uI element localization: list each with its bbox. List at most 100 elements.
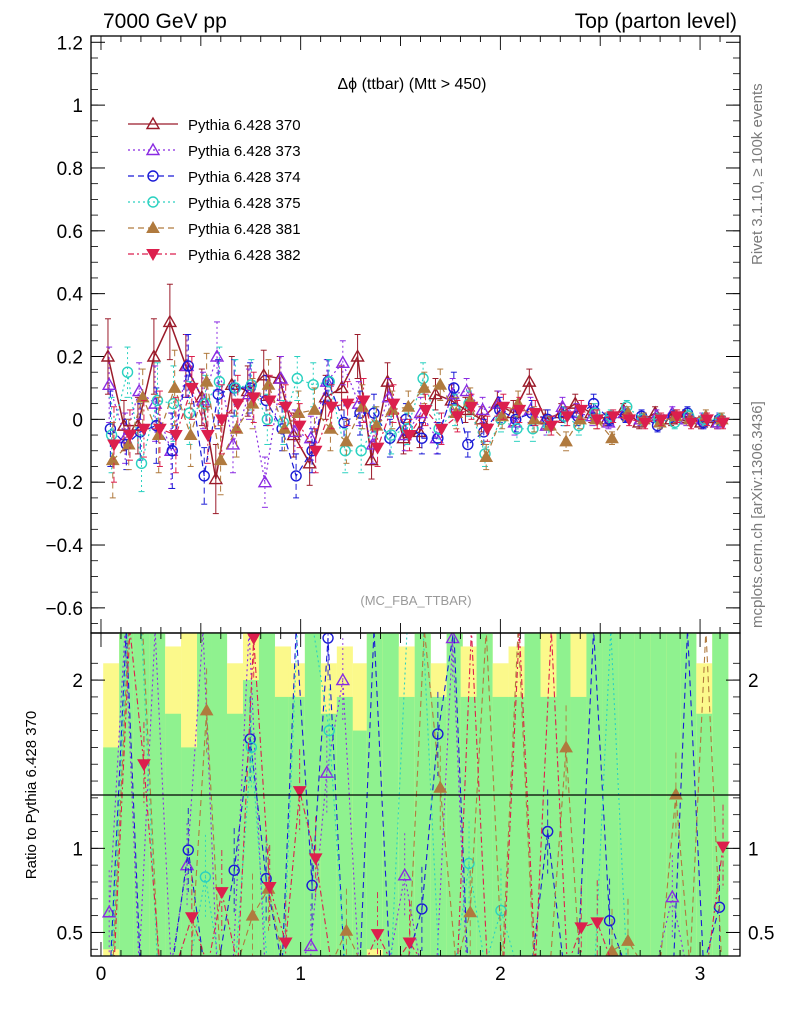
data-point <box>308 445 323 458</box>
ratio-point <box>621 933 635 946</box>
legend-label: Pythia 6.428 382 <box>188 247 301 264</box>
data-point <box>135 457 148 470</box>
data-point <box>291 406 306 419</box>
data-point <box>198 470 210 482</box>
data-point <box>450 411 465 424</box>
green-band-bin <box>382 633 399 956</box>
data-point <box>169 430 183 443</box>
data-point <box>307 379 319 391</box>
ratio-y-tick-label: 2 <box>72 671 83 692</box>
data-point <box>200 430 215 443</box>
ratio-point <box>574 922 589 935</box>
main-y-axis: −0.6 −0.4 −0.2 0 0.2 0.4 0.6 0.8 1 1.2 <box>45 33 740 633</box>
data-point <box>183 428 198 441</box>
ratio-y-tick-label: 1 <box>72 839 83 860</box>
green-band-bin <box>226 713 244 956</box>
ratio-plot-panel: 0.5 0.5 1 1 2 2 0 1 2 3 Ratio to Pythia 6.428 370 <box>23 632 774 985</box>
main-plot-panel: −0.6 −0.4 −0.2 0 0.2 0.4 0.6 0.8 1 1.2 Δϕ (ttbar)… <box>45 33 741 634</box>
green-band-bin <box>274 696 291 956</box>
data-point <box>369 418 384 431</box>
data-point <box>184 382 199 395</box>
data-point <box>292 420 307 433</box>
data-point <box>479 450 494 463</box>
ratio-point <box>541 825 554 838</box>
legend-marker <box>147 170 159 182</box>
ratio-point <box>665 889 680 903</box>
ratio-series-382 <box>113 633 730 956</box>
ratio-point <box>199 703 214 716</box>
data-point <box>135 390 150 403</box>
ratio-point <box>463 905 478 918</box>
data-point <box>364 452 379 466</box>
ratio-series-layer <box>101 633 730 956</box>
green-band-bin <box>103 747 120 950</box>
data-point <box>183 407 196 419</box>
ratio-series-373 <box>101 633 685 956</box>
ratio-point <box>245 741 258 754</box>
data-point <box>229 382 242 394</box>
data-point <box>527 412 541 425</box>
data-point <box>433 377 448 390</box>
green-band-bin <box>320 713 337 956</box>
data-point <box>605 431 619 444</box>
data-point <box>256 367 271 381</box>
ratio-point <box>278 937 293 950</box>
data-point <box>278 401 293 414</box>
data-point <box>323 375 335 388</box>
data-point <box>522 374 537 387</box>
rivet-version-label: Rivet 3.1.10, ≥ 100k events <box>749 83 766 265</box>
data-point <box>654 414 668 427</box>
y-tick-label: 1.2 <box>57 33 83 54</box>
ratio-point <box>303 938 319 952</box>
data-point <box>480 423 495 436</box>
ratio-point <box>402 937 417 950</box>
data-point <box>638 417 653 430</box>
green-band-bin <box>133 633 150 956</box>
green-band-bin <box>618 633 635 956</box>
ratio-point <box>306 879 318 892</box>
legend-marker <box>147 196 159 208</box>
green-band-bin <box>165 713 182 956</box>
data-point <box>574 404 589 417</box>
ratio-line <box>110 633 720 956</box>
data-point <box>214 414 229 427</box>
data-point <box>355 399 370 412</box>
data-point <box>560 411 575 424</box>
data-point <box>146 349 162 362</box>
y-tick-label: 0 <box>72 410 83 431</box>
data-point <box>167 397 180 410</box>
data-point <box>401 399 416 412</box>
data-point <box>273 371 289 384</box>
data-point <box>147 396 163 409</box>
data-point <box>459 383 474 397</box>
data-point <box>356 395 371 408</box>
ratio-point <box>669 787 683 800</box>
green-band-bin <box>650 633 667 956</box>
data-point <box>199 374 214 387</box>
data-point <box>464 401 479 414</box>
data-point <box>323 421 338 434</box>
data-point <box>386 398 401 411</box>
data-point <box>544 420 559 433</box>
y-tick-label: 0.8 <box>57 159 83 180</box>
data-point <box>208 471 224 485</box>
series-line <box>108 356 719 483</box>
x-tick-label: 1 <box>295 964 306 985</box>
ratio-y-tick-label-right: 1 <box>748 839 759 860</box>
ratio-point <box>179 857 195 871</box>
y-tick-label: 0.6 <box>57 222 83 243</box>
ratio-point <box>228 864 240 876</box>
ratio-y-axis-title: Ratio to Pythia 6.428 370 <box>23 711 40 879</box>
ratio-y-tick-label-right: 0.5 <box>748 923 774 944</box>
ratio-point <box>137 759 151 772</box>
data-point <box>182 360 194 372</box>
collision-label: 7000 GeV pp <box>103 10 227 33</box>
ratio-point <box>463 857 475 870</box>
data-point <box>121 366 134 378</box>
analysis-label: (MC_FBA_TTBAR) <box>360 593 471 608</box>
data-point <box>230 398 245 411</box>
green-band-bin <box>398 696 415 956</box>
green-band-bin <box>336 696 353 956</box>
data-point <box>573 412 587 425</box>
